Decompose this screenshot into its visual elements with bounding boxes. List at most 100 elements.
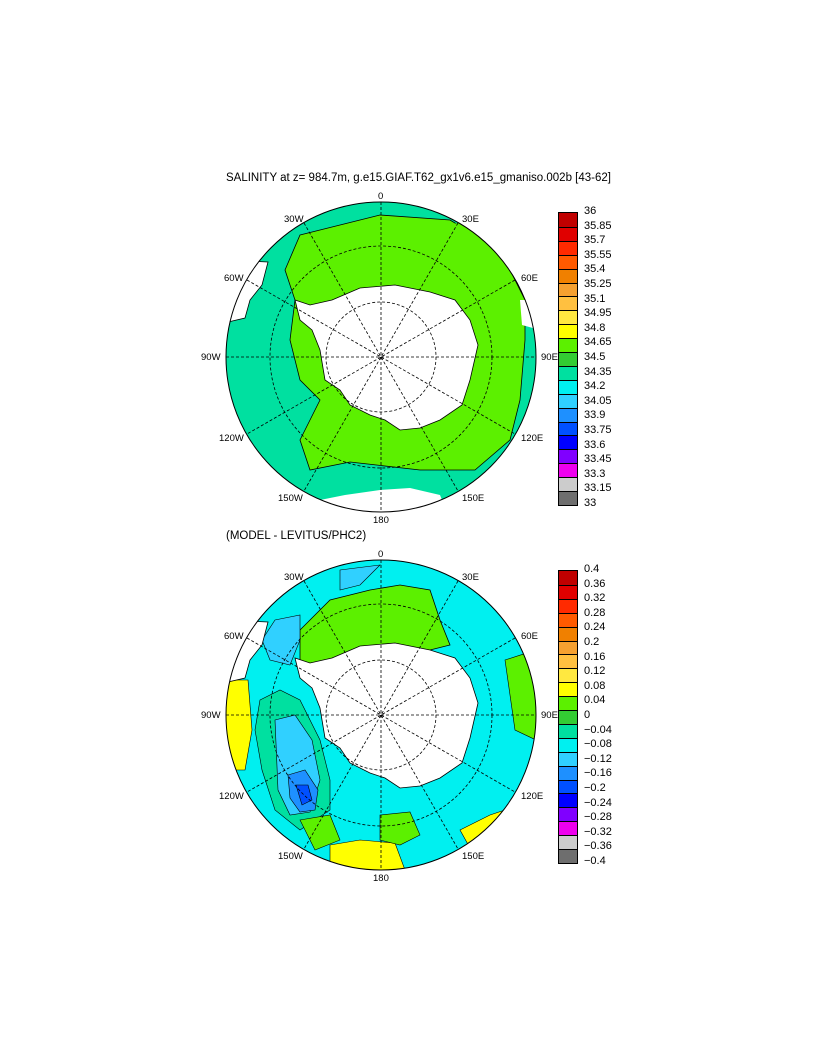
colorbar-label: 36 <box>584 205 597 217</box>
colorbar-swatch <box>559 584 577 599</box>
panel1-lon-label-180: 180 <box>373 515 389 526</box>
colorbar-swatch <box>559 324 577 339</box>
colorbar-swatch <box>559 393 577 408</box>
colorbar-label: 0.04 <box>584 694 606 707</box>
colorbar-label: 34.95 <box>584 307 612 320</box>
colorbar-label: −0.12 <box>584 752 612 765</box>
colorbar-label: 35.85 <box>584 219 612 232</box>
panel2-lon-label-0: 0 <box>378 549 384 560</box>
colorbar-swatch <box>559 254 577 269</box>
colorbar-swatch <box>559 379 577 394</box>
panel2-lon-label-90e: 90E <box>541 710 558 721</box>
colorbar-label: 35.1 <box>584 292 606 305</box>
colorbar-swatch <box>559 765 577 780</box>
colorbar-label: 35.55 <box>584 248 612 261</box>
panel2-lon-label-30e: 30E <box>462 572 479 583</box>
colorbar-swatch <box>559 268 577 283</box>
colorbar-swatch <box>559 668 577 683</box>
panel1-lon-label-90w: 90W <box>201 352 221 363</box>
panel1-lon-label-120e: 120E <box>521 433 544 444</box>
colorbar-swatch <box>559 310 577 325</box>
colorbar-swatch <box>559 282 577 297</box>
colorbar-label: −0.16 <box>584 767 612 780</box>
colorbar-swatch <box>559 449 577 464</box>
panel1-title: SALINITY at z= 984.7m, g.e15.GIAF.T62_gx… <box>226 172 611 184</box>
panel2-lon-label-90w: 90W <box>201 710 221 721</box>
colorbar-swatch <box>559 849 577 863</box>
colorbar-swatch <box>559 821 577 836</box>
colorbar-label: 33.6 <box>584 438 606 451</box>
panel1-lon-label-60e: 60E <box>521 273 538 284</box>
colorbar-swatch <box>559 421 577 436</box>
colorbar-label: −0.36 <box>584 840 612 853</box>
colorbar-label: −0.32 <box>584 825 612 838</box>
panel2-lon-label-150w: 150W <box>278 851 303 862</box>
panel2-lon-label-150e: 150E <box>462 851 485 862</box>
colorbar-swatch <box>559 835 577 850</box>
panel2-lon-label-30w: 30W <box>284 572 304 583</box>
colorbar-label: 34.5 <box>584 351 606 363</box>
colorbar-label: 35.7 <box>584 234 606 247</box>
colorbar-swatch <box>559 477 577 492</box>
colorbar-swatch <box>559 654 577 669</box>
panel1-lon-label-30w: 30W <box>284 214 304 225</box>
colorbar-swatch <box>559 352 577 366</box>
colorbar-swatch <box>559 491 577 505</box>
colorbar-label: 34.65 <box>584 336 612 349</box>
colorbar-swatch <box>559 807 577 822</box>
panel2-lon-label-60w: 60W <box>224 631 244 642</box>
colorbar-swatch <box>559 626 577 641</box>
colorbar-label: 0.28 <box>584 606 606 619</box>
colorbar-label: −0.24 <box>584 796 612 809</box>
colorbar-label: 33.45 <box>584 453 612 466</box>
colorbar-label: 0 <box>584 709 591 721</box>
colorbar-swatch <box>559 751 577 766</box>
panel1-lon-label-30e: 30E <box>462 214 479 225</box>
panel1-lon-label-120w: 120W <box>219 433 244 444</box>
colorbar-swatch <box>559 723 577 738</box>
colorbar-swatch <box>559 226 577 241</box>
colorbar-swatch <box>559 612 577 627</box>
colorbar-label: 0.36 <box>584 577 606 590</box>
colorbar-swatch <box>559 779 577 794</box>
panel2-colorbar <box>558 570 578 864</box>
colorbar-swatch <box>559 640 577 655</box>
colorbar-label: −0.08 <box>584 738 612 751</box>
panel1-lon-label-90e: 90E <box>541 352 558 363</box>
colorbar-label: 35.4 <box>584 263 606 276</box>
colorbar-label: −0.04 <box>584 723 612 736</box>
colorbar-label: 34.2 <box>584 380 606 393</box>
colorbar-swatch <box>559 598 577 613</box>
colorbar-label: 0.2 <box>584 636 600 648</box>
colorbar-swatch <box>559 793 577 808</box>
colorbar-label: 34.8 <box>584 321 606 334</box>
colorbar-swatch <box>559 737 577 752</box>
colorbar-label: 33.9 <box>584 409 606 422</box>
panel1-lon-label-60w: 60W <box>224 273 244 284</box>
colorbar-label: 0.24 <box>584 621 606 634</box>
colorbar-label: −0.28 <box>584 811 612 824</box>
colorbar-label: −0.2 <box>584 782 606 794</box>
colorbar-swatch <box>559 240 577 255</box>
colorbar-swatch <box>559 296 577 311</box>
colorbar-swatch <box>559 365 577 380</box>
panel2-lon-label-120w: 120W <box>219 791 244 802</box>
colorbar-swatch <box>559 682 577 697</box>
panel1-lon-label-150w: 150W <box>278 493 303 504</box>
colorbar-label: 0.08 <box>584 679 606 692</box>
panel1-lon-label-0: 0 <box>378 191 384 202</box>
colorbar-swatch <box>559 213 577 227</box>
colorbar-label: 0.16 <box>584 650 606 663</box>
panel1-lon-label-150e: 150E <box>462 493 485 504</box>
panel2-lon-label-120e: 120E <box>521 791 544 802</box>
colorbar-label: 34.05 <box>584 394 612 407</box>
colorbar-label: 0.4 <box>584 563 600 575</box>
colorbar-swatch <box>559 463 577 478</box>
colorbar-swatch <box>559 571 577 585</box>
colorbar-label: 33.15 <box>584 482 612 495</box>
colorbar-label: −0.4 <box>584 855 606 867</box>
panel2-lon-label-180: 180 <box>373 873 389 884</box>
colorbar-label: 0.12 <box>584 665 606 678</box>
